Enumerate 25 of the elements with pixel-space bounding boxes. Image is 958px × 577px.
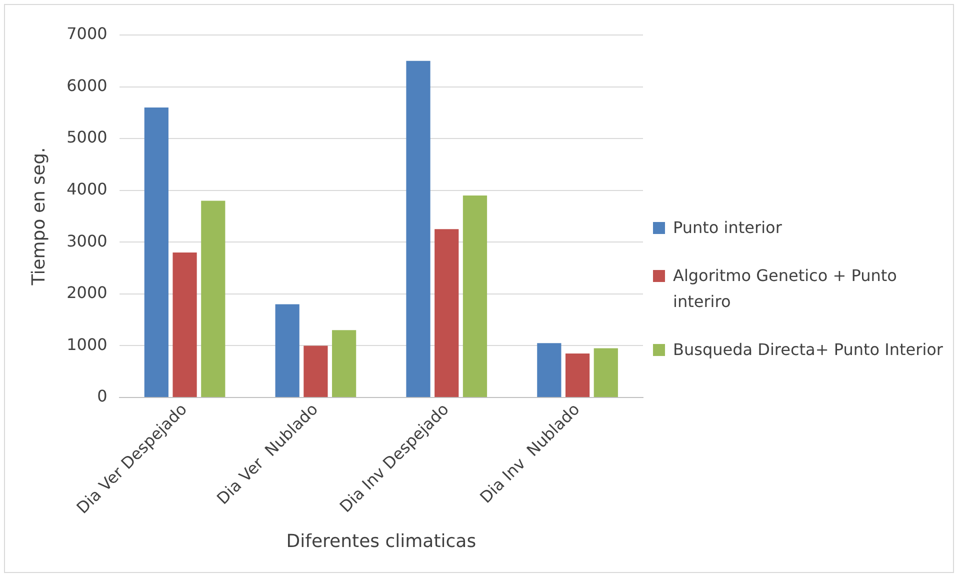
- y-axis-title: Tiempo en seg.: [28, 147, 50, 286]
- bar: [594, 348, 618, 397]
- bar: [304, 346, 328, 397]
- y-tick-label: 0: [97, 386, 108, 406]
- bar: [144, 107, 168, 397]
- y-tick-label: 1000: [66, 334, 108, 354]
- y-tick-label: 5000: [66, 128, 108, 147]
- bar: [201, 200, 226, 397]
- bar: [434, 229, 459, 397]
- bar: [172, 252, 197, 397]
- y-tick-label: 6000: [66, 76, 108, 95]
- bar: [406, 60, 430, 397]
- legend-label: Algoritmo Genetico + Punto interiro: [673, 264, 898, 312]
- y-tick-label: 7000: [66, 24, 108, 44]
- legend-label: Busqueda Directa+ Punto Interior: [673, 338, 944, 360]
- y-tick-label: 4000: [66, 180, 108, 199]
- bar: [275, 304, 300, 397]
- legend-label: Punto interior: [673, 216, 782, 238]
- y-tick-label: 2000: [66, 283, 108, 302]
- bar: [332, 330, 356, 397]
- y-tick-label: 3000: [66, 231, 108, 250]
- bar: [537, 343, 562, 397]
- x-axis-title: Diferentes climaticas: [286, 530, 476, 552]
- bar: [565, 353, 590, 397]
- bar: [462, 196, 488, 397]
